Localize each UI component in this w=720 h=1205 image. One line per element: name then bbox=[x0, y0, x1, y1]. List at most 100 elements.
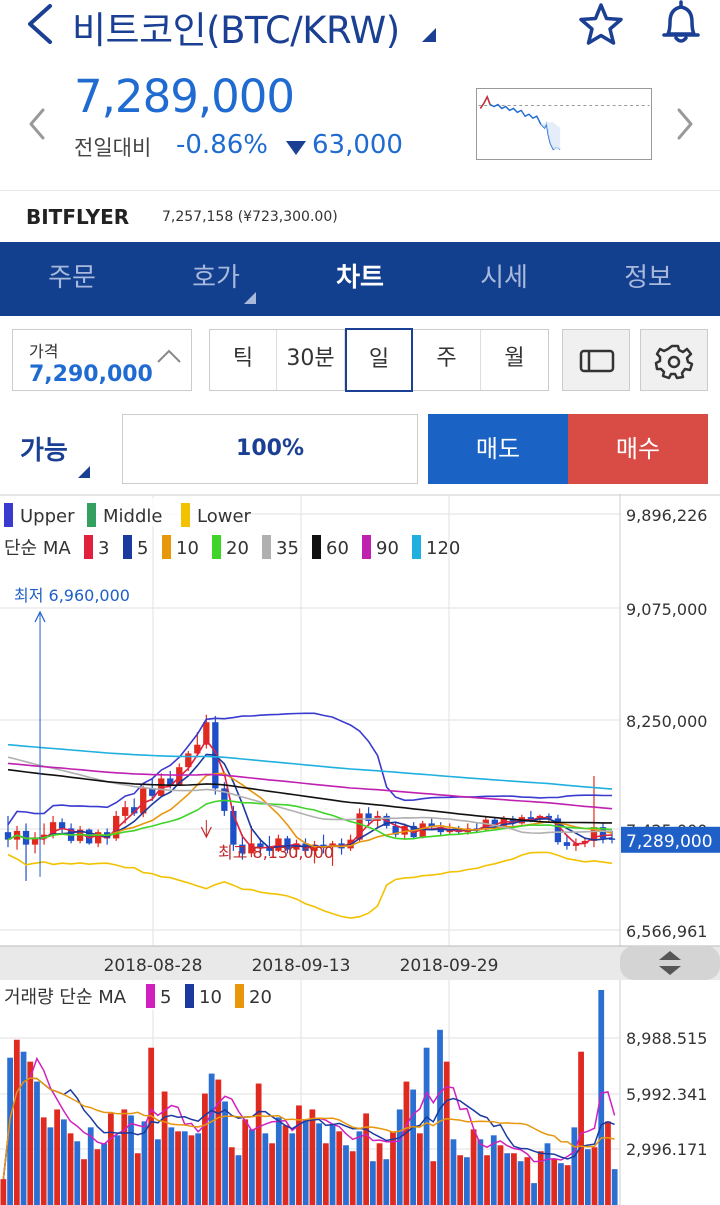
volume-bar bbox=[363, 1113, 370, 1205]
legend-swatch-middle bbox=[87, 503, 96, 527]
available-label[interactable]: 가능 bbox=[20, 436, 68, 466]
period-month-button[interactable]: 월 bbox=[504, 346, 525, 371]
available-dropdown-icon[interactable] bbox=[78, 466, 90, 478]
high-arrow-icon bbox=[200, 826, 212, 839]
volume-bar bbox=[484, 1155, 490, 1205]
candle bbox=[599, 827, 607, 839]
tab-bar: 주문 호가 차트 시세 정보 bbox=[0, 242, 720, 316]
ma-line-20 bbox=[7, 799, 613, 841]
volume-bar bbox=[175, 1131, 181, 1205]
period-week-button[interactable]: 주 bbox=[413, 330, 481, 390]
chevron-up-icon[interactable] bbox=[155, 346, 183, 366]
legend-label-ma-3: 3 bbox=[98, 538, 109, 559]
volume-bar bbox=[477, 1139, 484, 1205]
title-dropdown-icon[interactable] bbox=[422, 28, 436, 42]
candle bbox=[482, 819, 489, 830]
volume-legend-title: 거래량 단순 MA bbox=[4, 987, 127, 1008]
tab-quotes[interactable]: 시세 bbox=[480, 263, 528, 293]
legend-label-ma-60: 60 bbox=[326, 538, 349, 559]
candle bbox=[185, 753, 192, 768]
volume-bar bbox=[511, 1153, 517, 1205]
tab-order[interactable]: 주문 bbox=[48, 263, 96, 293]
candle bbox=[590, 827, 598, 841]
candle bbox=[527, 817, 535, 820]
candle bbox=[284, 838, 291, 850]
star-icon[interactable] bbox=[578, 2, 624, 46]
volume-bar bbox=[188, 1135, 195, 1205]
volume-bar bbox=[34, 1081, 40, 1205]
percent-field[interactable]: 100% bbox=[122, 414, 418, 484]
volume-bar bbox=[383, 1159, 390, 1205]
volume-bar bbox=[403, 1081, 410, 1205]
volume-bar bbox=[275, 1117, 282, 1205]
candle bbox=[500, 818, 507, 826]
volume-bar bbox=[81, 1159, 87, 1205]
buy-button[interactable]: 매수 bbox=[568, 414, 708, 484]
volume-bar bbox=[591, 1147, 598, 1205]
legend-label-upper: Upper bbox=[20, 506, 75, 527]
volume-bar bbox=[322, 1143, 329, 1205]
volume-panel[interactable]: 8,988.515 5,992.341 2,996.171 거래량 단순 MA 5 10 2… bbox=[0, 980, 720, 1205]
candle bbox=[167, 778, 174, 785]
volume-bar bbox=[228, 1147, 235, 1205]
volume-bar bbox=[289, 1133, 296, 1205]
volume-bar bbox=[0, 1179, 7, 1205]
sell-button[interactable]: 매도 bbox=[428, 414, 568, 484]
date-axis[interactable]: 2018-08-28 2018-09-13 2018-09-29 bbox=[0, 945, 720, 980]
volume-bar bbox=[296, 1105, 302, 1205]
price-field[interactable]: 가격 7,290,000 bbox=[12, 329, 192, 391]
volume-bar bbox=[302, 1119, 309, 1205]
bell-icon[interactable] bbox=[660, 0, 702, 46]
chart-settings-button[interactable] bbox=[640, 329, 708, 391]
volume-bar bbox=[54, 1109, 61, 1205]
volume-legend-swatch-20 bbox=[235, 984, 244, 1008]
volume-bar bbox=[416, 1133, 423, 1205]
volume-bar bbox=[443, 1061, 450, 1205]
bollinger-legend bbox=[0, 498, 240, 526]
price-charts[interactable]: 9,896,2269,075,0008,250,0007,425,0006,56… bbox=[0, 494, 720, 1205]
volume-bar bbox=[598, 989, 605, 1205]
prev-coin-icon[interactable] bbox=[26, 106, 48, 142]
candle bbox=[239, 844, 246, 854]
volume-bar bbox=[202, 1093, 208, 1205]
tab-info[interactable]: 정보 bbox=[624, 263, 672, 293]
resize-up-icon bbox=[659, 951, 681, 960]
tab-orderbook[interactable]: 호가 bbox=[192, 263, 240, 293]
volume-bar bbox=[497, 1145, 504, 1205]
volume-bar bbox=[269, 1143, 275, 1205]
ma-legend-title: 단순 MA bbox=[4, 538, 71, 559]
coin-title[interactable]: 비트코인(BTC/KRW) bbox=[72, 9, 400, 52]
volume-bar bbox=[249, 1129, 255, 1205]
candle bbox=[122, 807, 129, 816]
next-coin-icon[interactable] bbox=[674, 106, 696, 142]
volume-bar bbox=[155, 1139, 161, 1205]
period-day-button[interactable]: 일 bbox=[345, 328, 413, 392]
candle bbox=[149, 788, 156, 796]
period-tick-button[interactable]: 틱 bbox=[210, 330, 277, 390]
candle bbox=[410, 825, 417, 838]
tab-chart[interactable]: 차트 bbox=[336, 263, 384, 293]
volume-bar bbox=[551, 1159, 558, 1205]
ma-line-60 bbox=[7, 768, 612, 824]
high-annotation: 최고 8,130,000 bbox=[218, 843, 334, 862]
volume-bar bbox=[336, 1131, 343, 1205]
candlestick-panel[interactable]: 9,896,2269,075,0008,250,0007,425,0006,56… bbox=[0, 494, 720, 946]
ma-line-5 bbox=[7, 753, 613, 849]
volume-bar bbox=[564, 1165, 571, 1205]
legend-label-lower: Lower bbox=[197, 506, 252, 527]
mini-price-chart[interactable] bbox=[476, 88, 652, 160]
chart-layout-button[interactable] bbox=[562, 329, 630, 391]
candle bbox=[203, 722, 210, 745]
volume-bar bbox=[128, 1115, 134, 1205]
date-tick-label: 2018-08-28 bbox=[104, 956, 203, 976]
volume-bar bbox=[262, 1133, 269, 1205]
period-selector: 틱 30분 일 주 월 bbox=[209, 328, 549, 392]
volume-bar bbox=[396, 1109, 403, 1205]
volume-bar bbox=[410, 1089, 417, 1205]
legend-swatch-ma-10 bbox=[162, 535, 171, 559]
candle bbox=[572, 843, 580, 846]
exchange-name[interactable]: BITFLYER bbox=[26, 205, 130, 229]
candle bbox=[446, 829, 453, 833]
period-30min-button[interactable]: 30분 bbox=[277, 330, 345, 390]
back-arrow-icon[interactable] bbox=[22, 2, 62, 46]
